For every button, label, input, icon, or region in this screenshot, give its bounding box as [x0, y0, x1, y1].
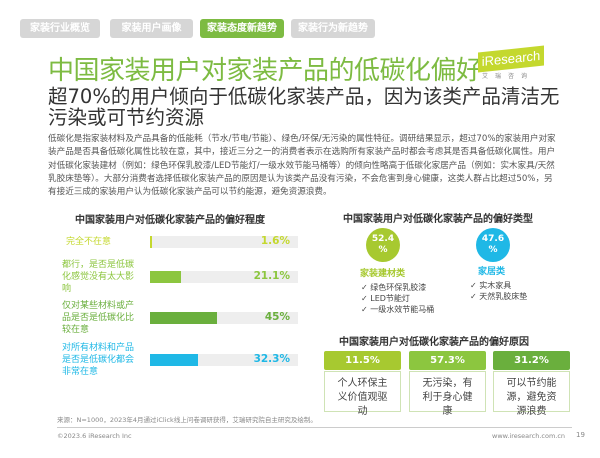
- check-icon: ✓: [470, 292, 477, 301]
- degree-bar: [150, 312, 217, 324]
- reason-text: 个人环保主义价值观驱动: [324, 371, 401, 417]
- degree-bar: [150, 271, 182, 283]
- check-icon: ✓: [470, 281, 477, 290]
- degree-bar-track: 1.6%: [150, 235, 298, 248]
- degree-bar: [150, 354, 198, 366]
- page-number: 19: [576, 431, 585, 439]
- type-item-text: 天然乳胶床垫: [479, 292, 528, 301]
- summary-text: 低碳化是指家装材料及产品具备的低能耗（节水/节电/节能）、绿色/环保/无污染的属…: [48, 134, 556, 198]
- iresearch-logo: iResearch: [478, 45, 544, 73]
- page-title: 中国家装用户对家装产品的低碳化偏好: [48, 56, 482, 86]
- degree-value-label: 21.1%: [253, 270, 290, 282]
- reason-text: 可以节约能源，避免资源浪费: [493, 371, 570, 417]
- type-item-text: 绿色环保乳胶漆: [370, 283, 427, 292]
- degree-row-label: 完全不在意: [66, 237, 112, 247]
- home-furnishing-label: 家居类: [478, 267, 506, 277]
- degree-bar-track: 45%: [150, 311, 298, 324]
- degree-row-label: 对所有材料和产品是否是低碳化都会非常在意: [62, 343, 135, 377]
- website-url: www.iresearch.com.cn: [492, 432, 566, 440]
- degree-value-label: 1.6%: [260, 235, 290, 247]
- check-icon: ✓: [361, 283, 368, 292]
- degree-value-label: 32.3%: [253, 353, 290, 365]
- page-subtitle: 超70%的用户倾向于低碳化家装产品，因为该类产品清洁无污染或可节约资源: [48, 85, 560, 129]
- degree-bar: [150, 236, 153, 248]
- building-materials-label: 家装建材类: [360, 269, 406, 279]
- tab-behavior-trends[interactable]: 家装行为新趋势: [291, 19, 375, 38]
- tab-attitude-trends[interactable]: 家装态度新趋势: [200, 19, 284, 38]
- type-item-text: LED节能灯: [370, 294, 410, 303]
- reason-pct: 11.5%: [324, 351, 401, 370]
- type-list-item: ✓ 一级水效节能马桶: [361, 304, 434, 315]
- logo-subtitle: 艾瑞咨询: [482, 73, 535, 80]
- type-list-item: ✓ 实木家具: [470, 280, 511, 291]
- reasons-chart-title: 中国家装用户对低碳化家装产品的偏好原因: [339, 337, 529, 348]
- degree-chart-title: 中国家装用户对低碳化家装产品的偏好程度: [75, 215, 265, 226]
- check-icon: ✓: [361, 294, 368, 303]
- type-list-item: ✓ 绿色环保乳胶漆: [361, 282, 426, 293]
- building-materials-pct-circle: 52.4 %: [366, 228, 400, 262]
- tab-user-profile[interactable]: 家装用户画像: [110, 19, 193, 38]
- check-icon: ✓: [361, 305, 368, 314]
- degree-bar-track: 21.1%: [150, 270, 298, 283]
- copyright: ©2023.6 iResearch Inc: [57, 432, 132, 440]
- type-item-text: 实木家具: [479, 281, 512, 290]
- degree-row-label: 都行，是否是低碳化感觉没有太大影响: [62, 260, 135, 294]
- degree-row-label: 仅对某些材料或产品是否是低碳化比较在意: [62, 301, 135, 335]
- type-list-item: ✓ 天然乳胶床垫: [470, 291, 527, 302]
- reason-text: 无污染，有利于身心健康: [409, 371, 486, 417]
- type-item-text: 一级水效节能马桶: [370, 305, 435, 314]
- source-note: 来源：N=1000，2023年4月通过iClick线上问卷调研获得，艾瑞研究院自…: [57, 416, 317, 424]
- home-furnishing-pct-circle: 47.6 %: [476, 228, 510, 262]
- types-chart-title: 中国家装用户对低碳化家装产品的偏好类型: [343, 214, 533, 225]
- divider: [57, 427, 572, 428]
- tab-industry-overview[interactable]: 家装行业概览: [20, 19, 100, 38]
- degree-bar-track: 32.3%: [150, 353, 298, 366]
- type-list-item: ✓ LED节能灯: [361, 293, 410, 304]
- degree-value-label: 45%: [264, 311, 290, 323]
- reason-pct: 31.2%: [493, 351, 570, 370]
- reason-pct: 57.3%: [409, 351, 486, 370]
